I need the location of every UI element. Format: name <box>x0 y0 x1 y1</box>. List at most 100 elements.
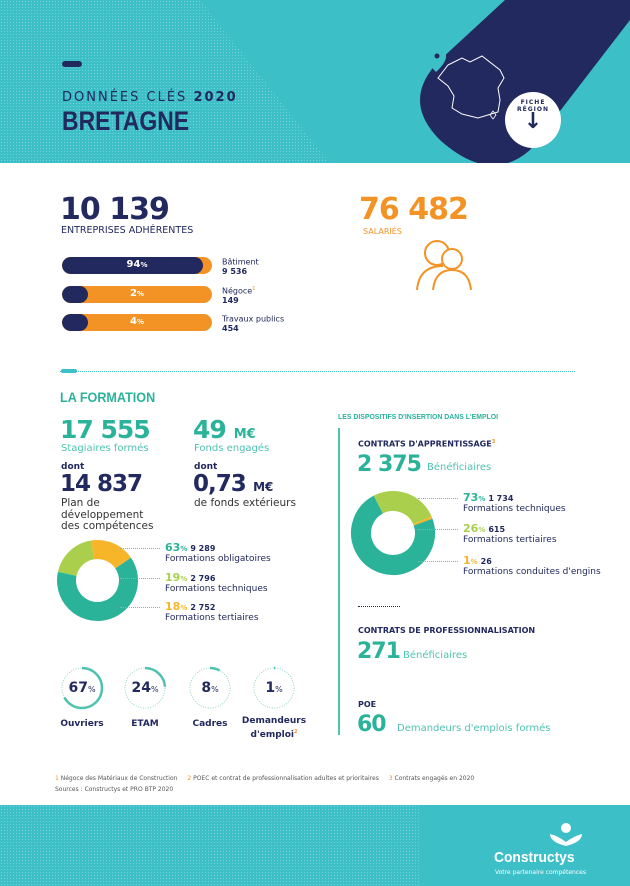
percent-ring <box>123 666 167 710</box>
ring-value: 8% <box>190 680 230 696</box>
sector-name: Travaux publics <box>222 313 284 324</box>
legend-percent: 73% <box>463 491 485 504</box>
donut-slice <box>351 495 435 575</box>
ring-label-text: ETAM <box>131 719 159 729</box>
sector-name-text: Bâtiment <box>222 257 259 267</box>
kicker-text: DONNÉES CLÉS <box>62 90 188 105</box>
leader-line <box>418 498 458 499</box>
footnote-ref: 1 <box>252 286 256 292</box>
legend-percent: 63% <box>165 541 187 554</box>
pro-title: CONTRATS DE PROFESSIONNALISATION <box>358 626 536 635</box>
sources: Sources : Constructys et PRO BTP 2020 <box>55 786 174 793</box>
legend-percent: 26% <box>463 522 485 535</box>
share-bar-percent: 94% <box>62 259 212 270</box>
apprentissage-donut-chart <box>351 491 435 575</box>
ring-label: Cadres <box>175 716 245 730</box>
percent-value: 1 <box>463 554 471 567</box>
donut-legend-item: 63% 9 289 Formations obligatoires <box>165 541 271 564</box>
share-bar-fill <box>62 286 88 303</box>
share-bar-percent: 4% <box>62 316 212 327</box>
percent-unit: % <box>180 604 188 612</box>
people-icon <box>416 240 472 290</box>
sector-name: Négoce1 <box>222 285 255 296</box>
legend-count: 615 <box>488 525 506 534</box>
formation-donut-chart <box>57 540 138 621</box>
legend-label: Formations conduites d'engins <box>463 567 601 577</box>
legend-count: 1 734 <box>488 494 514 503</box>
plan-label-line: Plan de <box>61 497 100 509</box>
location-pin-icon <box>427 47 447 72</box>
donut-legend-item: 19% 2 796 Formations techniques <box>165 571 268 594</box>
plan-label: Plan de développement des compétences <box>61 497 154 533</box>
entreprises-label: ENTREPRISES ADHÉRENTES <box>61 225 194 236</box>
region-title: BRETAGNE <box>62 106 190 136</box>
legend-percent: 19% <box>165 571 187 584</box>
percent-value: 94 <box>126 259 141 270</box>
ring-fill <box>188 666 232 710</box>
sector-count: 9 536 <box>222 266 248 276</box>
header-banner: DONNÉES CLÉS 2020 BRETAGNE FICHE RÉGION … <box>0 0 630 163</box>
ring-track <box>189 667 231 709</box>
leader-line <box>418 561 458 562</box>
legend-percent: 18% <box>165 600 187 613</box>
year: 2020 <box>193 90 238 105</box>
share-bar-fill <box>62 314 88 331</box>
donut-slice <box>373 491 432 525</box>
legend-count: 26 <box>480 557 492 566</box>
leader-line <box>120 607 160 608</box>
apprentissage-title-text: CONTRATS D'APPRENTISSAGE <box>358 439 492 449</box>
ring-label: Demandeurs d'emploi2 <box>239 716 309 741</box>
footnote-ref: 3 <box>491 439 496 445</box>
stagiaires-label: Stagiaires formés <box>61 443 149 454</box>
diagonal-band <box>420 0 630 163</box>
share-bar: 2% <box>62 286 212 303</box>
fonds-unit: M€ <box>233 427 256 442</box>
percent-unit: % <box>180 575 188 583</box>
fonds-ext-unit: M€ <box>253 480 274 494</box>
ring-value: 1% <box>254 680 294 696</box>
share-bar: 4% <box>62 314 212 331</box>
footnote-text: Contrats engagés en 2020 <box>394 775 475 782</box>
plan-label-line: des compétences <box>61 520 154 532</box>
percent-value: 8 <box>201 680 212 696</box>
percent-unit: % <box>211 685 219 694</box>
sector-name-text: Négoce <box>222 286 253 296</box>
ring-label-text: Demandeurs d'emploi <box>241 716 307 740</box>
ring-value: 67% <box>62 680 102 696</box>
plan-label-line: développement <box>61 508 144 521</box>
pro-label: Bénéficiaires <box>403 650 468 661</box>
leader-line <box>120 578 160 579</box>
percent-ring <box>188 666 232 710</box>
donut-slice <box>91 540 131 569</box>
percent-value: 2 <box>130 288 137 299</box>
percent-unit: % <box>470 558 478 566</box>
donut-legend-item: 1% 26 Formations conduites d'engins <box>463 554 601 577</box>
share-bar-fill <box>62 257 203 274</box>
percent-unit: % <box>136 318 144 326</box>
dont-label: dont <box>194 462 218 472</box>
section-divider <box>60 371 575 372</box>
percent-unit: % <box>478 495 486 503</box>
footer: Constructys Votre partenaire compétences <box>0 805 630 886</box>
percent-ring <box>60 666 104 710</box>
percent-value: 4 <box>130 316 137 327</box>
percent-value: 63 <box>165 541 181 554</box>
footnote-text: POEC et contrat de professionnalisation … <box>193 775 379 782</box>
diamond-icon <box>489 110 497 120</box>
sector-label: Bâtiment 9 536 <box>222 256 259 276</box>
salaries-value: 76 482 <box>359 192 469 227</box>
legend-count: 2 752 <box>190 603 216 612</box>
dot-pattern <box>0 805 420 886</box>
sector-label: Travaux publics 454 <box>222 313 284 333</box>
separator <box>358 606 400 607</box>
leader-line <box>418 529 458 530</box>
percent-value: 19 <box>165 571 181 584</box>
badge-label: FICHE RÉGION <box>517 99 549 113</box>
percent-unit: % <box>478 526 486 534</box>
sector-label: Négoce1 149 <box>222 285 255 305</box>
fonds-label: Fonds engagés <box>194 443 270 454</box>
percent-unit: % <box>136 290 144 298</box>
fiche-region-badge[interactable]: FICHE RÉGION ↓ <box>505 92 561 148</box>
percent-unit: % <box>275 685 283 694</box>
fonds-number: 49 <box>193 415 227 444</box>
